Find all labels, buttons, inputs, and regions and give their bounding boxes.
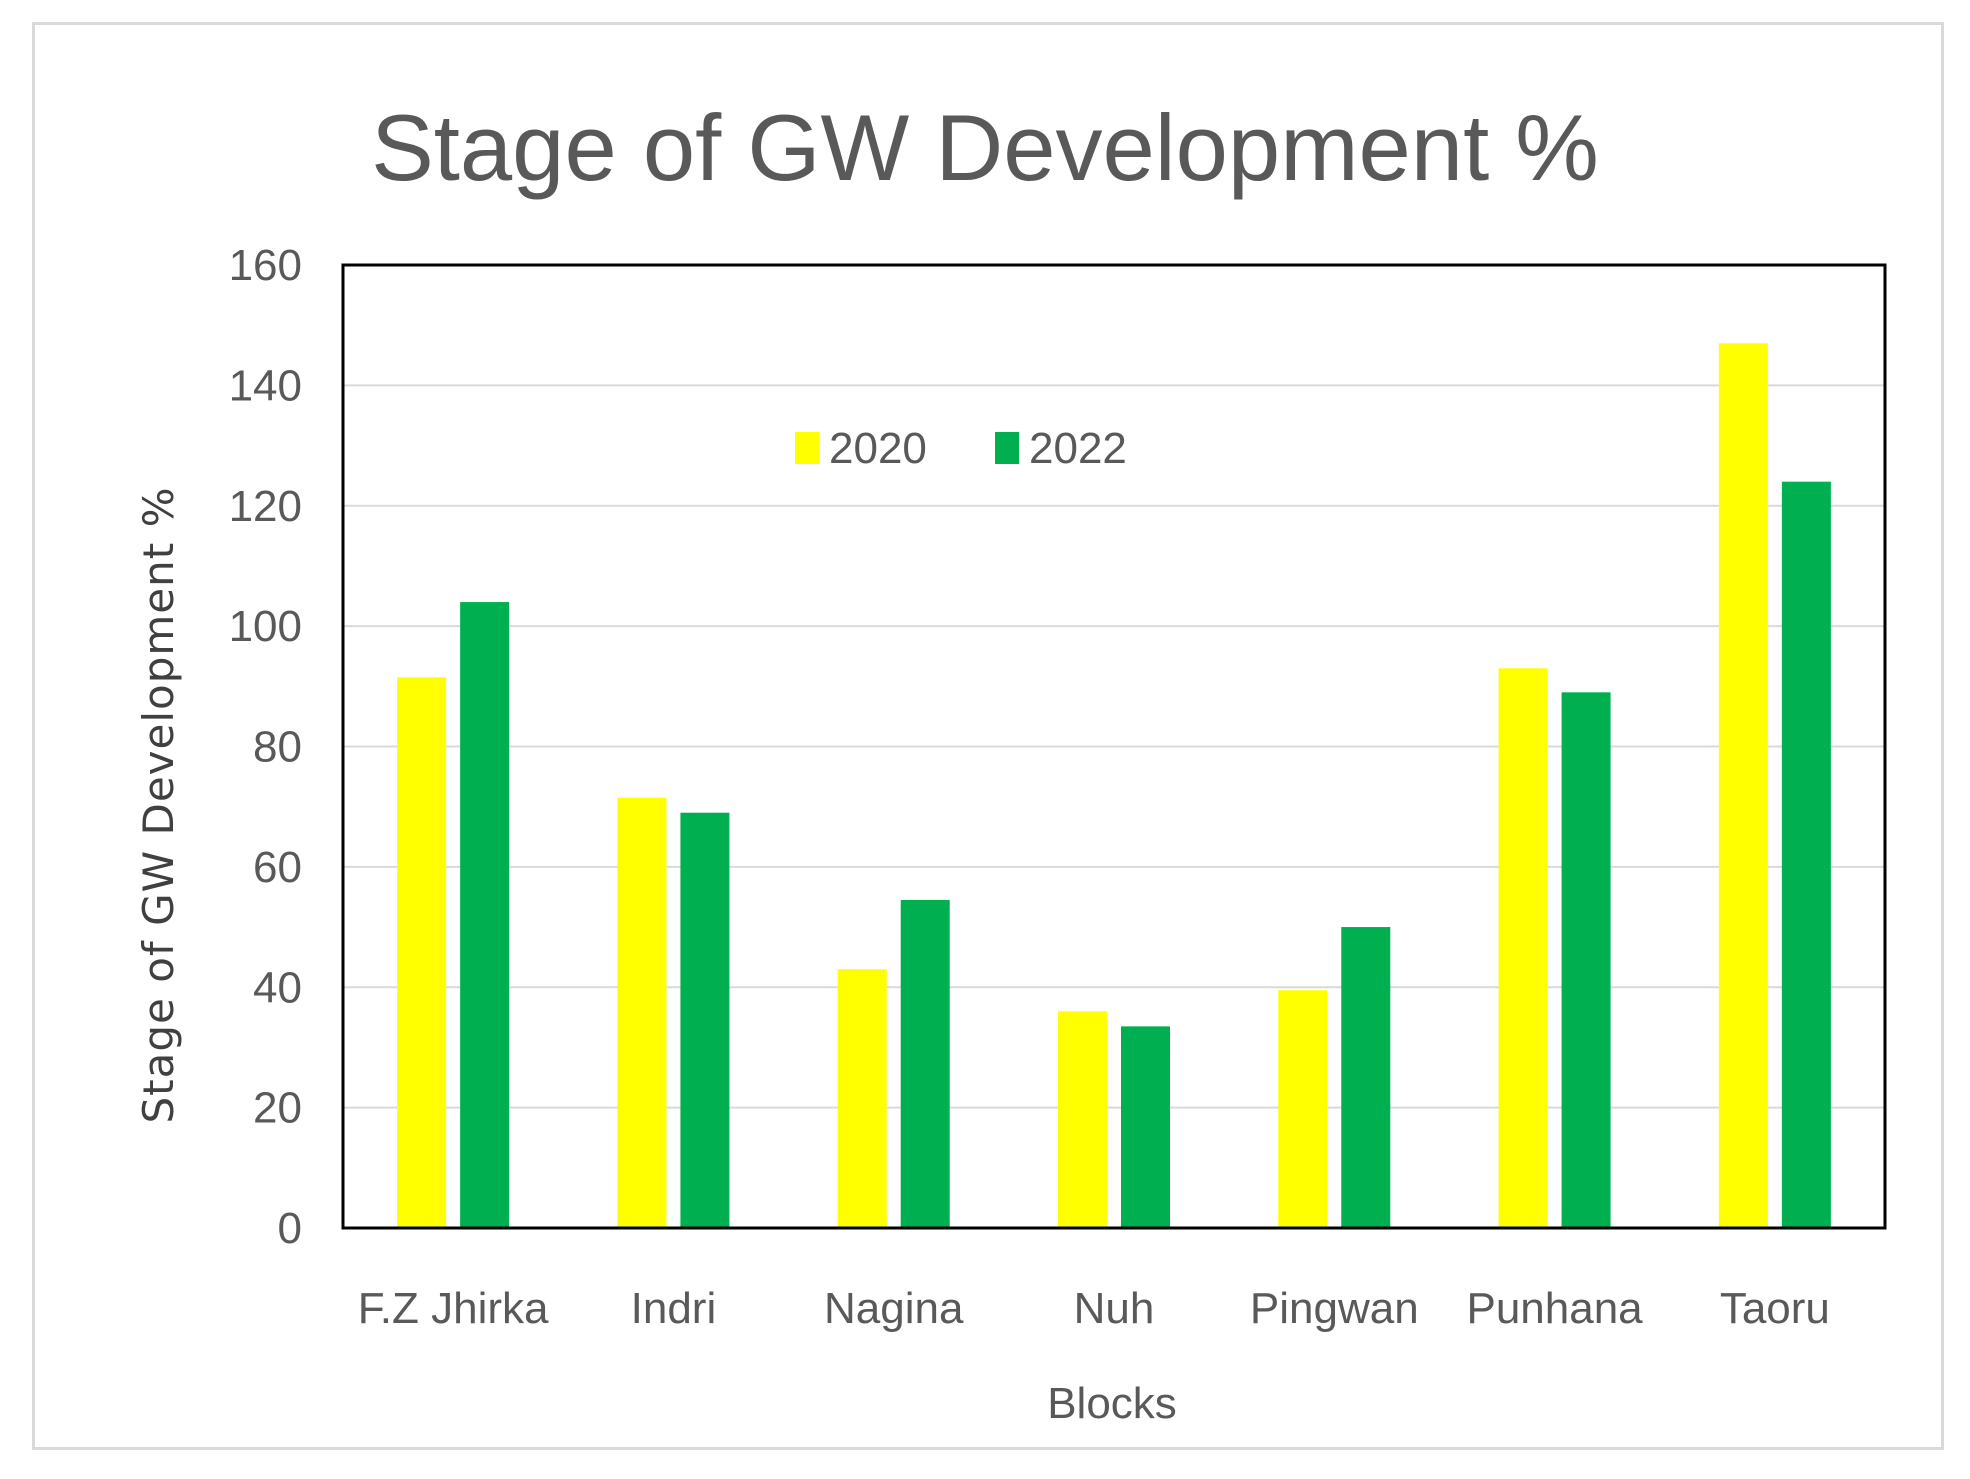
bar-2020-taoru <box>1718 343 1768 1228</box>
y-tick-label: 140 <box>229 361 302 410</box>
plot-area-border <box>341 263 1887 1230</box>
bar-2020-pingwan <box>1278 990 1328 1228</box>
legend-label-2020: 2020 <box>829 424 927 473</box>
y-tick-label: 100 <box>229 602 302 651</box>
x-axis-ticks: F.Z Jhirka Indri Nagina Nuh Pingwan Punhana Ta… <box>358 1284 1830 1333</box>
bar-2020-nuh <box>1058 1011 1107 1228</box>
y-axis-ticks: 0 20 40 60 80 100 120 140 160 <box>229 241 302 1253</box>
x-tick-label: Indri <box>631 1284 717 1333</box>
y-tick-label: 0 <box>278 1204 302 1253</box>
bar-2020-punhana <box>1498 668 1548 1228</box>
bar-2020-indri <box>617 797 667 1228</box>
bar-2020-nagina <box>837 969 887 1228</box>
y-tick-label: 40 <box>253 963 302 1012</box>
bar-2022-nuh <box>1121 1026 1170 1228</box>
bar-2022-indri <box>680 812 730 1228</box>
legend-label-2022: 2022 <box>1029 424 1127 473</box>
legend-swatch-2022 <box>995 432 1019 464</box>
bar-2022-pingwan <box>1341 927 1391 1228</box>
y-tick-label: 120 <box>229 482 302 531</box>
bar-2022-nagina <box>900 899 950 1228</box>
legend: 2020 2022 <box>795 424 1127 473</box>
bar-2022-f-z-jhirka <box>460 602 510 1228</box>
x-tick-label: Pingwan <box>1250 1284 1419 1333</box>
bar-2022-punhana <box>1561 692 1611 1228</box>
x-tick-label: Punhana <box>1466 1284 1643 1333</box>
x-axis-title: Blocks <box>1047 1379 1177 1428</box>
gridlines <box>343 384 1885 1109</box>
x-tick-label: Nagina <box>824 1284 964 1333</box>
legend-swatch-2020 <box>795 432 819 464</box>
bars <box>397 343 1831 1228</box>
bar-2022-taoru <box>1781 481 1831 1228</box>
y-axis-title: Stage of GW Development % <box>134 487 183 1124</box>
y-tick-label: 20 <box>253 1084 302 1133</box>
bar-2020-f-z-jhirka <box>397 677 447 1228</box>
x-tick-label: Taoru <box>1720 1284 1830 1333</box>
y-tick-label: 80 <box>253 723 302 772</box>
x-tick-label: F.Z Jhirka <box>358 1284 549 1333</box>
y-tick-label: 60 <box>253 843 302 892</box>
x-tick-label: Nuh <box>1074 1284 1155 1333</box>
y-tick-label: 160 <box>229 241 302 290</box>
chart-frame <box>32 22 1944 1450</box>
chart-title: Stage of GW Development % <box>371 95 1599 200</box>
